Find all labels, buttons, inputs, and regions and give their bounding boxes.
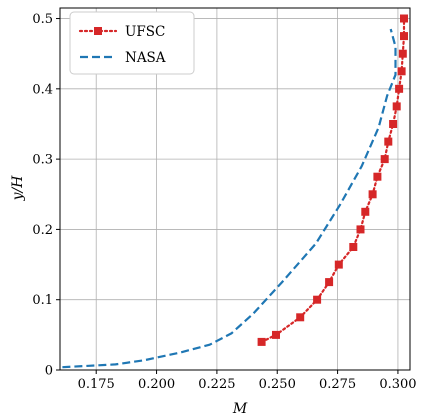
data-point-ufsc [392,102,401,111]
y-tick-label: 0.1 [32,293,53,308]
plot-frame [59,7,411,371]
data-point-ufsc [368,190,377,199]
x-tick-label: 0.200 [138,377,175,392]
data-point-ufsc [361,207,370,216]
data-point-ufsc [313,295,322,304]
legend-ufsc-label: UFSC [125,24,165,40]
data-point-ufsc [272,330,280,339]
x-axis-label: M [232,401,248,417]
series-line-nasa [62,28,397,369]
x-tick-label: 0.175 [78,377,115,392]
y-tick-label: 0.5 [32,12,53,27]
x-tick-label: 0.275 [319,377,356,392]
legend: UFSC NASA [69,11,195,75]
x-tick-label: 0.250 [259,377,296,392]
y-tick-label: 0.2 [32,223,53,238]
data-point-ufsc [373,172,382,181]
x-tick-label: 0.300 [379,377,416,392]
data-point-ufsc [296,313,305,322]
data-point-ufsc [325,278,334,287]
data-point-ufsc [356,225,365,234]
data-point-ufsc [389,120,398,128]
data-point-ufsc [400,14,408,23]
legend-nasa-label: NASA [125,50,166,66]
data-point-ufsc [398,49,407,58]
series-layer [62,14,408,369]
y-tick-label: 0.3 [32,153,53,168]
data-point-ufsc [395,84,404,93]
y-tick-label: 0.4 [32,82,53,97]
data-point-ufsc [400,32,408,41]
data-point-ufsc [384,137,393,146]
y-axis-label: y/H [10,175,26,202]
data-point-ufsc [257,337,266,346]
ticks: 0.175 0.200 0.225 0.250 0.275 0.300 0 0.1 0.2 0.3… [32,12,416,392]
y-tick-label: 0 [45,364,53,379]
data-point-ufsc [334,260,343,269]
x-tick-label: 0.225 [198,377,235,392]
data-point-ufsc [349,243,358,251]
legend-ufsc-marker [94,27,102,35]
data-point-ufsc [380,155,389,164]
data-point-ufsc [397,67,406,76]
series-line-ufsc [260,17,406,343]
